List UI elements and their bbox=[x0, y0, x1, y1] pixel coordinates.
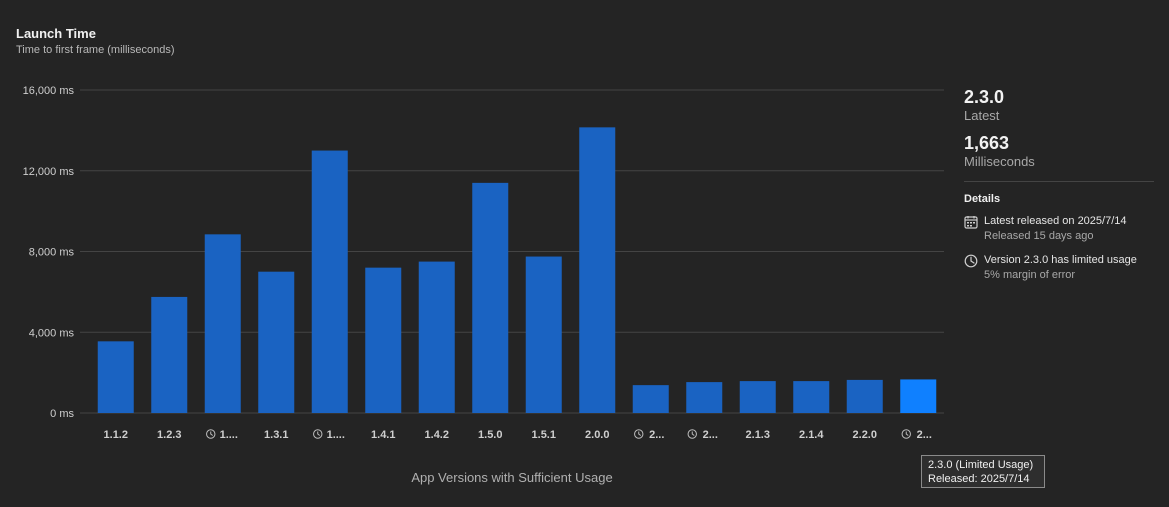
x-tick-group: 1.4.1 bbox=[371, 429, 395, 441]
limited-usage-icon-ring bbox=[313, 429, 323, 439]
x-tick-group: 1.2.3 bbox=[157, 429, 181, 441]
limited-usage-icon bbox=[901, 429, 911, 439]
x-tick-group: 2.2.0 bbox=[853, 429, 877, 441]
x-tick-group: 2... bbox=[687, 429, 718, 441]
x-tick-group: 2.0.0 bbox=[585, 429, 609, 441]
x-tick-group: 1.... bbox=[206, 429, 238, 441]
x-tick-group: 1.3.1 bbox=[264, 429, 288, 441]
limited-usage-icon-hand bbox=[905, 431, 909, 436]
bar[interactable] bbox=[579, 127, 616, 414]
x-tick-label: 1.... bbox=[327, 429, 345, 441]
x-tick-label: 2... bbox=[649, 429, 664, 441]
bar[interactable] bbox=[311, 150, 348, 413]
limited-usage-icon bbox=[206, 429, 216, 439]
y-tick-label: 0 ms bbox=[50, 408, 74, 420]
x-tick-label: 1.3.1 bbox=[264, 429, 288, 441]
bar[interactable] bbox=[739, 381, 776, 413]
x-tick-group: 1.5.1 bbox=[532, 429, 556, 441]
x-axis-title: App Versions with Sufficient Usage bbox=[411, 470, 613, 485]
limited-usage-icon-ring bbox=[206, 429, 216, 439]
bar[interactable] bbox=[472, 182, 509, 413]
launch-time-chart: 0 ms 4,000 ms 8,000 ms 12,000 ms 16,000 ms 1.… bbox=[23, 85, 944, 441]
bar[interactable] bbox=[97, 341, 134, 413]
limited-usage-icon bbox=[687, 429, 697, 439]
x-tick-label: 1.5.1 bbox=[532, 429, 556, 441]
limited-usage-icon-ring bbox=[634, 429, 644, 439]
y-tick-label: 16,000 ms bbox=[23, 85, 75, 97]
x-tick-label: 2.1.3 bbox=[746, 429, 770, 441]
x-tick-label: 2.2.0 bbox=[853, 429, 877, 441]
limited-usage-icon-ring bbox=[687, 429, 697, 439]
detail-release-sub: Released 15 days ago bbox=[984, 230, 1094, 242]
x-tick-group: 1.5.0 bbox=[478, 429, 502, 441]
detail-limited-usage: Version 2.3.0 has limited usage 5% margi… bbox=[964, 253, 1137, 283]
x-tick-group: 2.1.3 bbox=[746, 429, 770, 441]
summary-divider bbox=[964, 181, 1154, 182]
limited-usage-icon-hand bbox=[691, 431, 695, 436]
bar[interactable] bbox=[204, 234, 241, 413]
chart-title: Launch Time bbox=[16, 26, 96, 41]
bar[interactable] bbox=[793, 381, 830, 413]
x-tick-label: 1.1.2 bbox=[104, 429, 128, 441]
x-tick-label: 1.2.3 bbox=[157, 429, 181, 441]
x-tick-group: 2... bbox=[901, 429, 932, 441]
bar[interactable] bbox=[900, 379, 937, 413]
chart-subtitle: Time to first frame (milliseconds) bbox=[16, 44, 175, 56]
latest-version: 2.3.0 bbox=[964, 87, 1005, 107]
x-tick-label: 1.5.0 bbox=[478, 429, 502, 441]
x-tick-label: 2.0.0 bbox=[585, 429, 609, 441]
x-tick-group: 1.1.2 bbox=[104, 429, 128, 441]
limited-usage-icon-hand bbox=[317, 431, 321, 436]
detail-release-title: Latest released on 2025/7/14 bbox=[984, 215, 1127, 227]
x-tick-label: 1.... bbox=[220, 429, 238, 441]
bar[interactable] bbox=[632, 385, 669, 413]
x-tick-label: 2... bbox=[917, 429, 932, 441]
x-tick-group: 2.1.4 bbox=[799, 429, 824, 441]
bar[interactable] bbox=[365, 267, 402, 413]
detail-release: Latest released on 2025/7/14 Released 15… bbox=[964, 214, 1127, 244]
bar[interactable] bbox=[151, 296, 188, 413]
limited-usage-icon-ring bbox=[901, 429, 911, 439]
y-tick-label: 8,000 ms bbox=[29, 247, 75, 259]
bar[interactable] bbox=[418, 261, 455, 413]
bar[interactable] bbox=[846, 379, 883, 413]
bar[interactable] bbox=[525, 256, 562, 413]
x-tick-group: 1.4.2 bbox=[425, 429, 449, 441]
y-tick-label: 12,000 ms bbox=[23, 166, 75, 178]
latest-version-caption: Latest bbox=[964, 108, 1000, 123]
limited-usage-icon bbox=[964, 254, 978, 268]
details-heading: Details bbox=[964, 193, 1001, 205]
detail-limited-title: Version 2.3.0 has limited usage bbox=[984, 254, 1137, 266]
bar[interactable] bbox=[258, 271, 295, 413]
x-tick-group: 1.... bbox=[313, 429, 345, 441]
bar-tooltip: 2.3.0 (Limited Usage) Released: 2025/7/1… bbox=[921, 455, 1045, 488]
y-tick-label: 4,000 ms bbox=[29, 327, 75, 339]
tooltip-line-1: 2.3.0 (Limited Usage) bbox=[928, 459, 1034, 471]
summary-panel: 2.3.0 Latest 1,663 Milliseconds bbox=[964, 86, 1164, 170]
limited-usage-icon bbox=[313, 429, 323, 439]
x-tick-label: 1.4.2 bbox=[425, 429, 449, 441]
bar[interactable] bbox=[686, 382, 723, 413]
x-tick-label: 2.1.4 bbox=[799, 429, 824, 441]
x-tick-group: 2... bbox=[634, 429, 664, 441]
limited-usage-icon bbox=[634, 429, 644, 439]
x-tick-label: 2... bbox=[703, 429, 718, 441]
limited-usage-icon-hand bbox=[638, 431, 642, 436]
detail-limited-sub: 5% margin of error bbox=[984, 269, 1076, 281]
latest-value-caption: Milliseconds bbox=[964, 154, 1035, 169]
tooltip-line-2: Released: 2025/7/14 bbox=[928, 473, 1030, 485]
x-tick-label: 1.4.1 bbox=[371, 429, 395, 441]
latest-value: 1,663 bbox=[964, 133, 1010, 153]
calendar-icon bbox=[964, 216, 978, 229]
limited-usage-icon-hand bbox=[210, 431, 214, 436]
